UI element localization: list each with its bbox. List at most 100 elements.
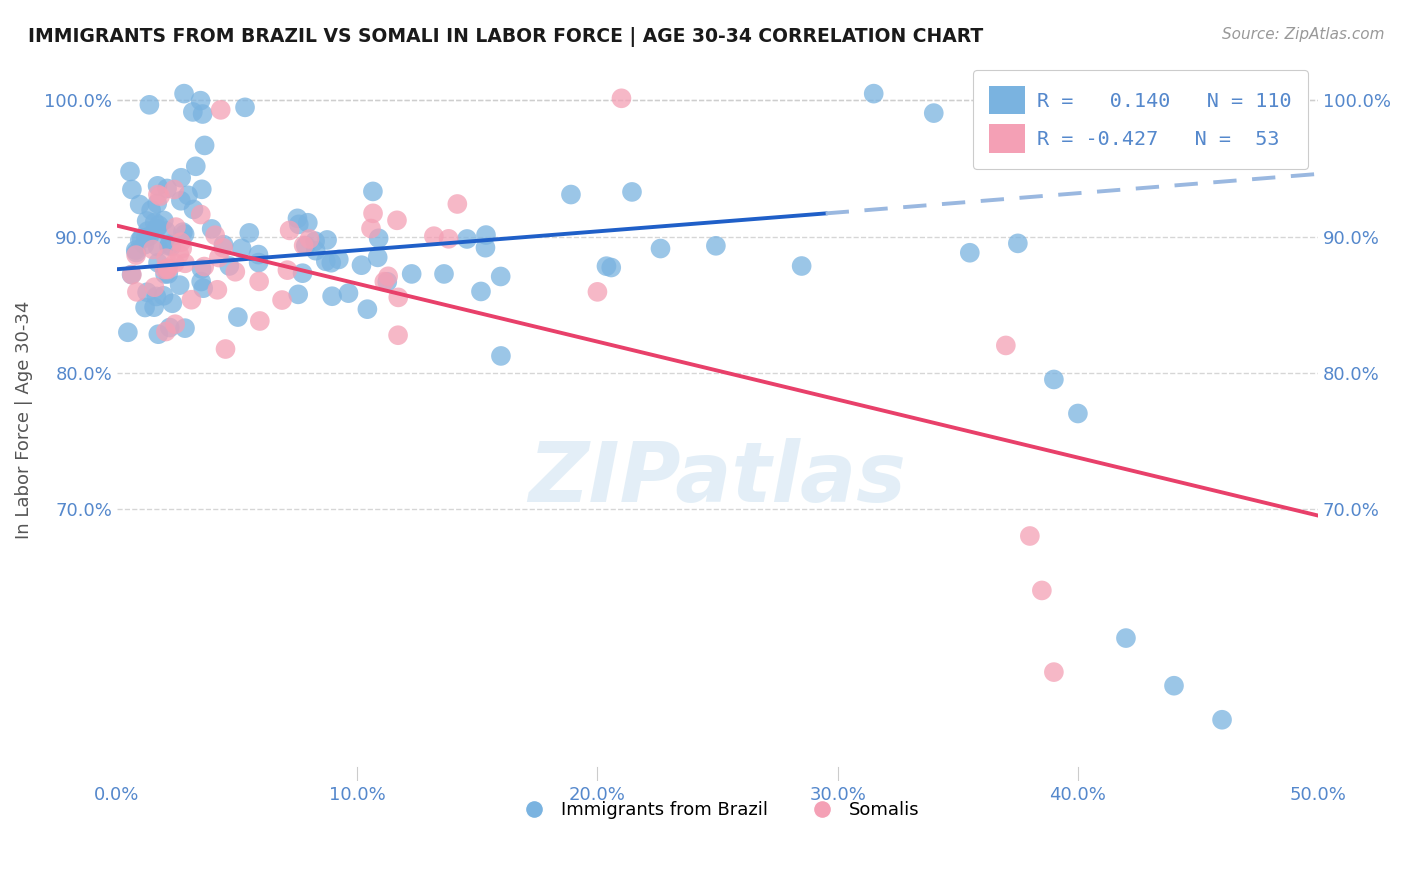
- Point: [316, 233, 339, 247]
- Point: [165, 220, 187, 235]
- Point: [159, 320, 181, 334]
- Point: [208, 251, 231, 265]
- Point: [135, 214, 157, 228]
- Point: [117, 326, 139, 340]
- Point: [360, 221, 382, 235]
- Point: [155, 224, 177, 238]
- Point: [157, 239, 180, 253]
- Point: [156, 181, 179, 195]
- Point: [138, 229, 160, 244]
- Point: [474, 241, 496, 255]
- Y-axis label: In Labor Force | Age 30-34: In Labor Force | Age 30-34: [15, 301, 32, 540]
- Point: [361, 185, 384, 199]
- Point: [1115, 631, 1137, 645]
- Point: [238, 226, 260, 240]
- Point: [134, 237, 156, 252]
- Point: [156, 262, 179, 277]
- Text: ZIPatlas: ZIPatlas: [529, 437, 907, 518]
- Point: [292, 238, 315, 252]
- Point: [162, 296, 184, 310]
- Point: [148, 219, 170, 233]
- Point: [121, 268, 143, 282]
- Point: [160, 239, 183, 253]
- Point: [247, 255, 270, 269]
- Point: [146, 239, 169, 253]
- Point: [1007, 236, 1029, 251]
- Point: [994, 338, 1017, 352]
- Point: [163, 182, 186, 196]
- Point: [181, 104, 204, 119]
- Point: [194, 138, 217, 153]
- Point: [145, 289, 167, 303]
- Point: [146, 256, 169, 270]
- Point: [209, 103, 232, 117]
- Point: [163, 256, 186, 270]
- Point: [121, 268, 143, 282]
- Point: [385, 213, 408, 227]
- Point: [173, 227, 195, 241]
- Point: [125, 243, 148, 257]
- Point: [193, 281, 215, 295]
- Point: [153, 262, 176, 277]
- Point: [125, 248, 148, 262]
- Point: [321, 289, 343, 303]
- Point: [170, 194, 193, 208]
- Point: [183, 202, 205, 217]
- Point: [190, 262, 212, 277]
- Point: [1031, 583, 1053, 598]
- Point: [218, 259, 240, 273]
- Point: [212, 237, 235, 252]
- Point: [180, 293, 202, 307]
- Point: [1018, 529, 1040, 543]
- Point: [190, 275, 212, 289]
- Point: [1163, 679, 1185, 693]
- Point: [595, 259, 617, 273]
- Text: Source: ZipAtlas.com: Source: ZipAtlas.com: [1222, 27, 1385, 42]
- Point: [446, 197, 468, 211]
- Point: [146, 196, 169, 211]
- Point: [174, 321, 197, 335]
- Point: [288, 217, 311, 231]
- Point: [287, 211, 309, 226]
- Point: [184, 159, 207, 173]
- Point: [138, 97, 160, 112]
- Point: [214, 342, 236, 356]
- Point: [247, 247, 270, 261]
- Point: [141, 203, 163, 218]
- Point: [155, 325, 177, 339]
- Point: [143, 280, 166, 294]
- Point: [153, 267, 176, 281]
- Point: [387, 290, 409, 304]
- Point: [328, 252, 350, 267]
- Point: [128, 197, 150, 211]
- Point: [315, 254, 337, 268]
- Point: [226, 310, 249, 324]
- Point: [145, 221, 167, 235]
- Point: [271, 293, 294, 307]
- Point: [586, 285, 609, 299]
- Point: [153, 213, 176, 227]
- Point: [173, 87, 195, 101]
- Point: [125, 245, 148, 260]
- Point: [294, 238, 316, 252]
- Point: [790, 259, 813, 273]
- Point: [155, 251, 177, 265]
- Point: [276, 263, 298, 277]
- Point: [304, 234, 326, 248]
- Point: [437, 232, 460, 246]
- Point: [249, 314, 271, 328]
- Legend: Immigrants from Brazil, Somalis: Immigrants from Brazil, Somalis: [509, 794, 927, 826]
- Point: [375, 275, 398, 289]
- Point: [128, 233, 150, 247]
- Point: [212, 241, 235, 255]
- Point: [169, 278, 191, 293]
- Point: [560, 187, 582, 202]
- Point: [149, 189, 172, 203]
- Point: [231, 241, 253, 255]
- Point: [423, 229, 446, 244]
- Point: [297, 216, 319, 230]
- Point: [291, 266, 314, 280]
- Point: [387, 328, 409, 343]
- Point: [433, 267, 456, 281]
- Point: [143, 215, 166, 229]
